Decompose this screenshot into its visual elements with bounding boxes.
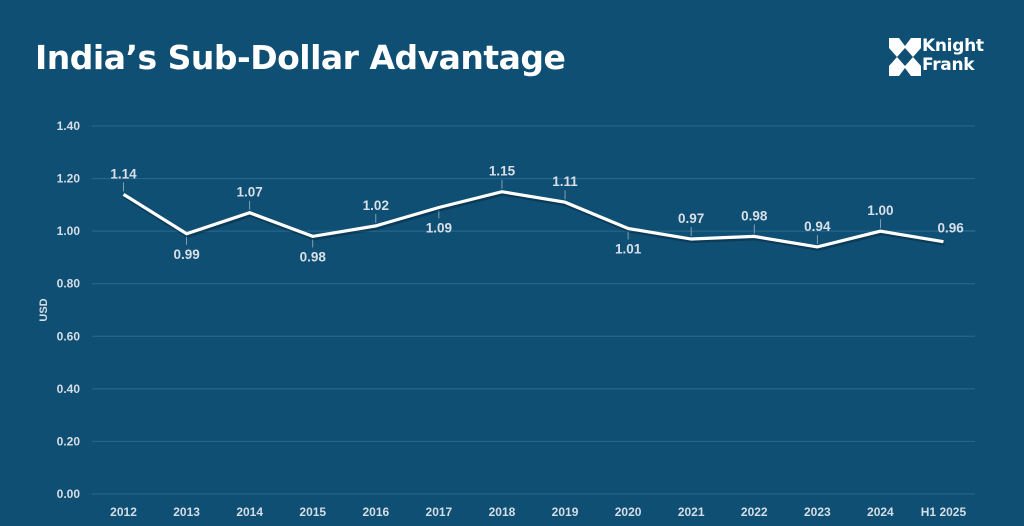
label-leader-lines bbox=[123, 179, 976, 248]
series-line bbox=[122, 190, 944, 249]
y-tick-label: 1.40 bbox=[57, 119, 81, 133]
data-label: 0.98 bbox=[300, 249, 327, 264]
y-axis-label: USD bbox=[38, 298, 50, 321]
data-label: 1.01 bbox=[615, 242, 642, 257]
data-label: 1.14 bbox=[110, 166, 137, 181]
data-label: 1.00 bbox=[867, 203, 893, 218]
data-label: 0.97 bbox=[678, 211, 704, 226]
logo-line-1: Knight bbox=[922, 36, 984, 56]
x-tick-label: 2020 bbox=[615, 505, 642, 519]
data-label: 1.07 bbox=[237, 185, 263, 200]
data-label: 1.15 bbox=[489, 164, 516, 179]
x-axis-ticks: 2012 2013 2014 2015 2016 2017 2018 2019 2020 2021… bbox=[110, 505, 966, 519]
x-tick-label: 2022 bbox=[741, 505, 768, 519]
y-tick-label: 1.00 bbox=[57, 224, 81, 238]
data-label: 1.09 bbox=[426, 220, 452, 235]
y-tick-label: 1.20 bbox=[57, 172, 81, 186]
x-tick-label: 2017 bbox=[426, 505, 453, 519]
x-tick-label: 2012 bbox=[110, 505, 137, 519]
data-label: 0.98 bbox=[741, 208, 768, 223]
y-tick-label: 0.80 bbox=[57, 277, 81, 291]
data-labels: 1.14 0.99 1.07 0.98 1.02 1.09 1.15 1.11 1.01 0.97… bbox=[110, 164, 964, 265]
y-tick-label: 0.00 bbox=[57, 487, 81, 501]
logo-text: Knight Frank bbox=[922, 37, 984, 75]
page-title: India’s Sub-Dollar Advantage bbox=[35, 38, 566, 77]
x-tick-label: 2015 bbox=[299, 505, 326, 519]
data-label: 1.11 bbox=[552, 174, 578, 189]
series-line-group bbox=[122, 190, 945, 251]
data-label: 1.02 bbox=[363, 198, 389, 213]
y-tick-label: 0.20 bbox=[57, 434, 81, 448]
y-tick-label: 0.40 bbox=[57, 382, 81, 396]
gridlines bbox=[92, 125, 975, 495]
knight-frank-logo: Knight Frank bbox=[889, 37, 999, 78]
logo-mark-icon bbox=[889, 38, 921, 76]
data-label: 0.99 bbox=[173, 247, 199, 262]
y-tick-label: 0.60 bbox=[57, 329, 81, 343]
x-tick-label: 2014 bbox=[236, 505, 263, 519]
x-tick-label: 2019 bbox=[552, 505, 579, 519]
data-label: 0.96 bbox=[937, 221, 964, 236]
x-tick-label: 2013 bbox=[173, 505, 200, 519]
logo-line-2: Frank bbox=[922, 55, 975, 75]
x-tick-label: 2023 bbox=[804, 505, 831, 519]
x-tick-label: 2018 bbox=[489, 505, 516, 519]
y-axis-ticks: 0.00 0.20 0.40 0.60 0.80 1.00 1.20 1.40 bbox=[57, 119, 81, 501]
x-tick-label: H1 2025 bbox=[921, 505, 967, 519]
x-tick-label: 2024 bbox=[867, 505, 894, 519]
data-label: 0.94 bbox=[804, 219, 831, 234]
x-tick-label: 2016 bbox=[362, 505, 389, 519]
x-tick-label: 2021 bbox=[678, 505, 705, 519]
